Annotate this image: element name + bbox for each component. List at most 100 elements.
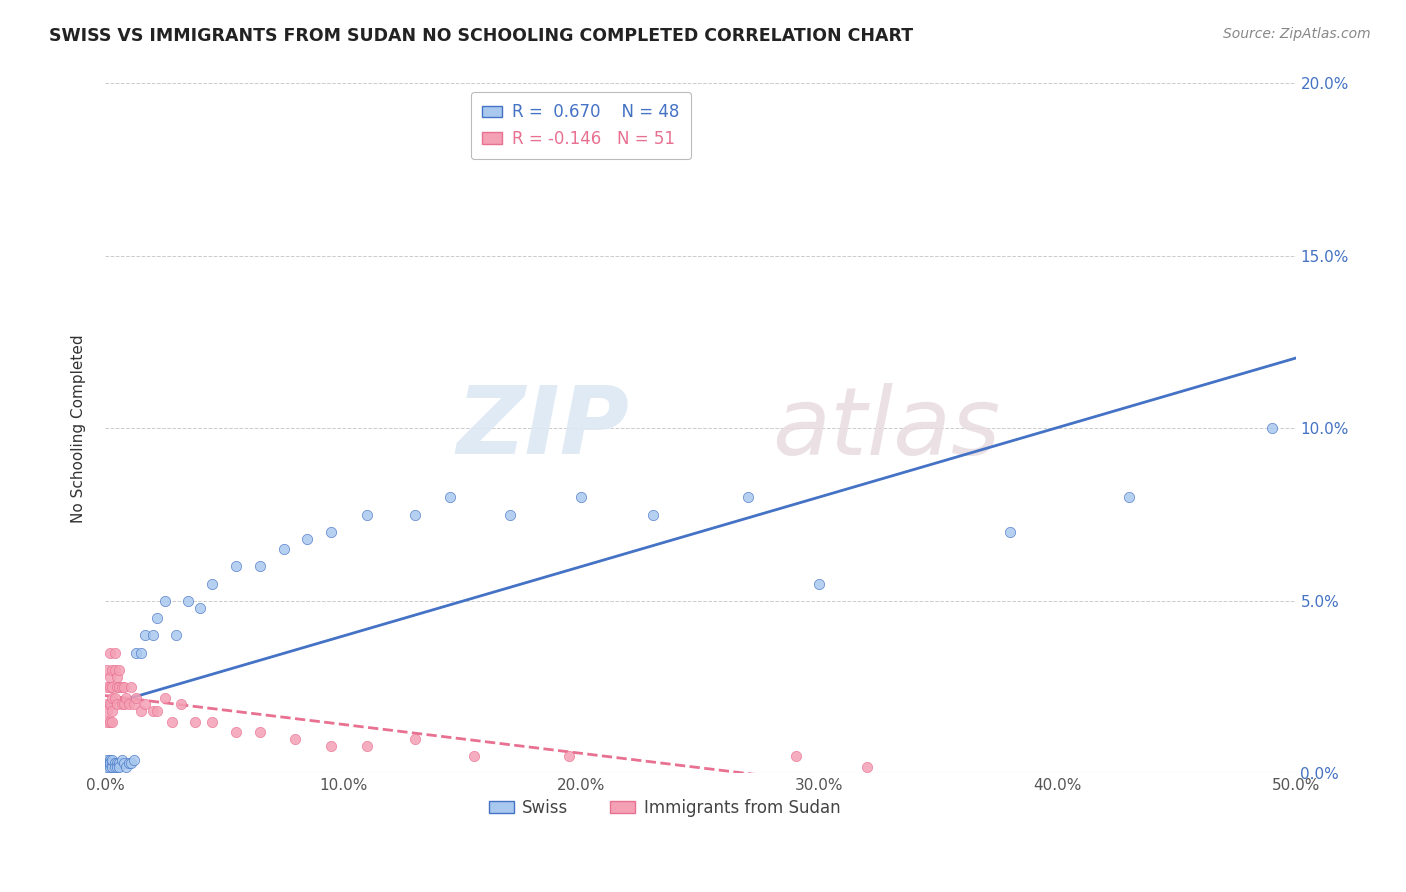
- Text: atlas: atlas: [772, 383, 1000, 474]
- Point: [98, 714, 121, 729]
- Y-axis label: No Schooling Completed: No Schooling Completed: [72, 334, 86, 523]
- Point: [105, 756, 128, 770]
- Point: [101, 753, 124, 767]
- Point: [96, 698, 118, 712]
- Point: [96, 704, 118, 718]
- Point: [96, 759, 118, 773]
- Point: [737, 491, 759, 505]
- Point: [103, 646, 125, 660]
- Point: [225, 559, 247, 574]
- Point: [122, 698, 145, 712]
- Point: [184, 714, 207, 729]
- Point: [641, 508, 664, 522]
- Point: [115, 759, 138, 773]
- Point: [96, 753, 118, 767]
- Point: [101, 704, 124, 718]
- Point: [120, 680, 142, 694]
- Point: [1118, 491, 1140, 505]
- Point: [142, 628, 165, 642]
- Point: [112, 698, 135, 712]
- Point: [129, 704, 152, 718]
- Point: [120, 756, 142, 770]
- Point: [98, 646, 121, 660]
- Point: [108, 759, 131, 773]
- Point: [404, 731, 426, 746]
- Point: [108, 680, 131, 694]
- Point: [499, 508, 522, 522]
- Point: [103, 756, 125, 770]
- Point: [146, 611, 169, 625]
- Point: [321, 739, 343, 753]
- Point: [111, 698, 134, 712]
- Point: [118, 756, 141, 770]
- Point: [134, 698, 156, 712]
- Point: [112, 756, 135, 770]
- Point: [101, 690, 124, 705]
- Point: [160, 714, 183, 729]
- Point: [98, 759, 121, 773]
- Point: [115, 690, 138, 705]
- Point: [170, 698, 193, 712]
- Point: [249, 559, 271, 574]
- Point: [356, 508, 378, 522]
- Point: [101, 759, 124, 773]
- Point: [112, 680, 135, 694]
- Point: [356, 739, 378, 753]
- Text: SWISS VS IMMIGRANTS FROM SUDAN NO SCHOOLING COMPLETED CORRELATION CHART: SWISS VS IMMIGRANTS FROM SUDAN NO SCHOOL…: [49, 27, 914, 45]
- Point: [125, 646, 148, 660]
- Point: [101, 663, 124, 677]
- Point: [165, 628, 187, 642]
- Point: [177, 594, 200, 608]
- Point: [105, 680, 128, 694]
- Point: [103, 759, 125, 773]
- Point: [98, 698, 121, 712]
- Point: [273, 542, 295, 557]
- Point: [249, 725, 271, 739]
- Point: [101, 756, 124, 770]
- Point: [1261, 421, 1284, 435]
- Point: [111, 753, 134, 767]
- Legend: Swiss, Immigrants from Sudan: Swiss, Immigrants from Sudan: [482, 792, 846, 823]
- Point: [856, 759, 879, 773]
- Text: Source: ZipAtlas.com: Source: ZipAtlas.com: [1223, 27, 1371, 41]
- Point: [463, 749, 485, 764]
- Point: [201, 576, 224, 591]
- Point: [134, 628, 156, 642]
- Point: [105, 759, 128, 773]
- Text: ZIP: ZIP: [456, 383, 628, 475]
- Point: [439, 491, 461, 505]
- Point: [785, 749, 807, 764]
- Point: [998, 524, 1021, 539]
- Point: [142, 704, 165, 718]
- Point: [808, 576, 831, 591]
- Point: [153, 594, 176, 608]
- Point: [98, 670, 121, 684]
- Point: [96, 714, 118, 729]
- Point: [153, 690, 176, 705]
- Point: [321, 524, 343, 539]
- Point: [297, 532, 319, 546]
- Point: [105, 698, 128, 712]
- Point: [225, 725, 247, 739]
- Point: [103, 663, 125, 677]
- Point: [146, 704, 169, 718]
- Point: [103, 690, 125, 705]
- Point: [118, 698, 141, 712]
- Point: [98, 756, 121, 770]
- Point: [108, 756, 131, 770]
- Point: [129, 646, 152, 660]
- Point: [98, 680, 121, 694]
- Point: [404, 508, 426, 522]
- Point: [284, 731, 307, 746]
- Point: [101, 680, 124, 694]
- Point: [111, 680, 134, 694]
- Point: [558, 749, 581, 764]
- Point: [98, 756, 121, 770]
- Point: [96, 756, 118, 770]
- Point: [101, 714, 124, 729]
- Point: [96, 680, 118, 694]
- Point: [98, 753, 121, 767]
- Point: [122, 753, 145, 767]
- Point: [108, 663, 131, 677]
- Point: [96, 663, 118, 677]
